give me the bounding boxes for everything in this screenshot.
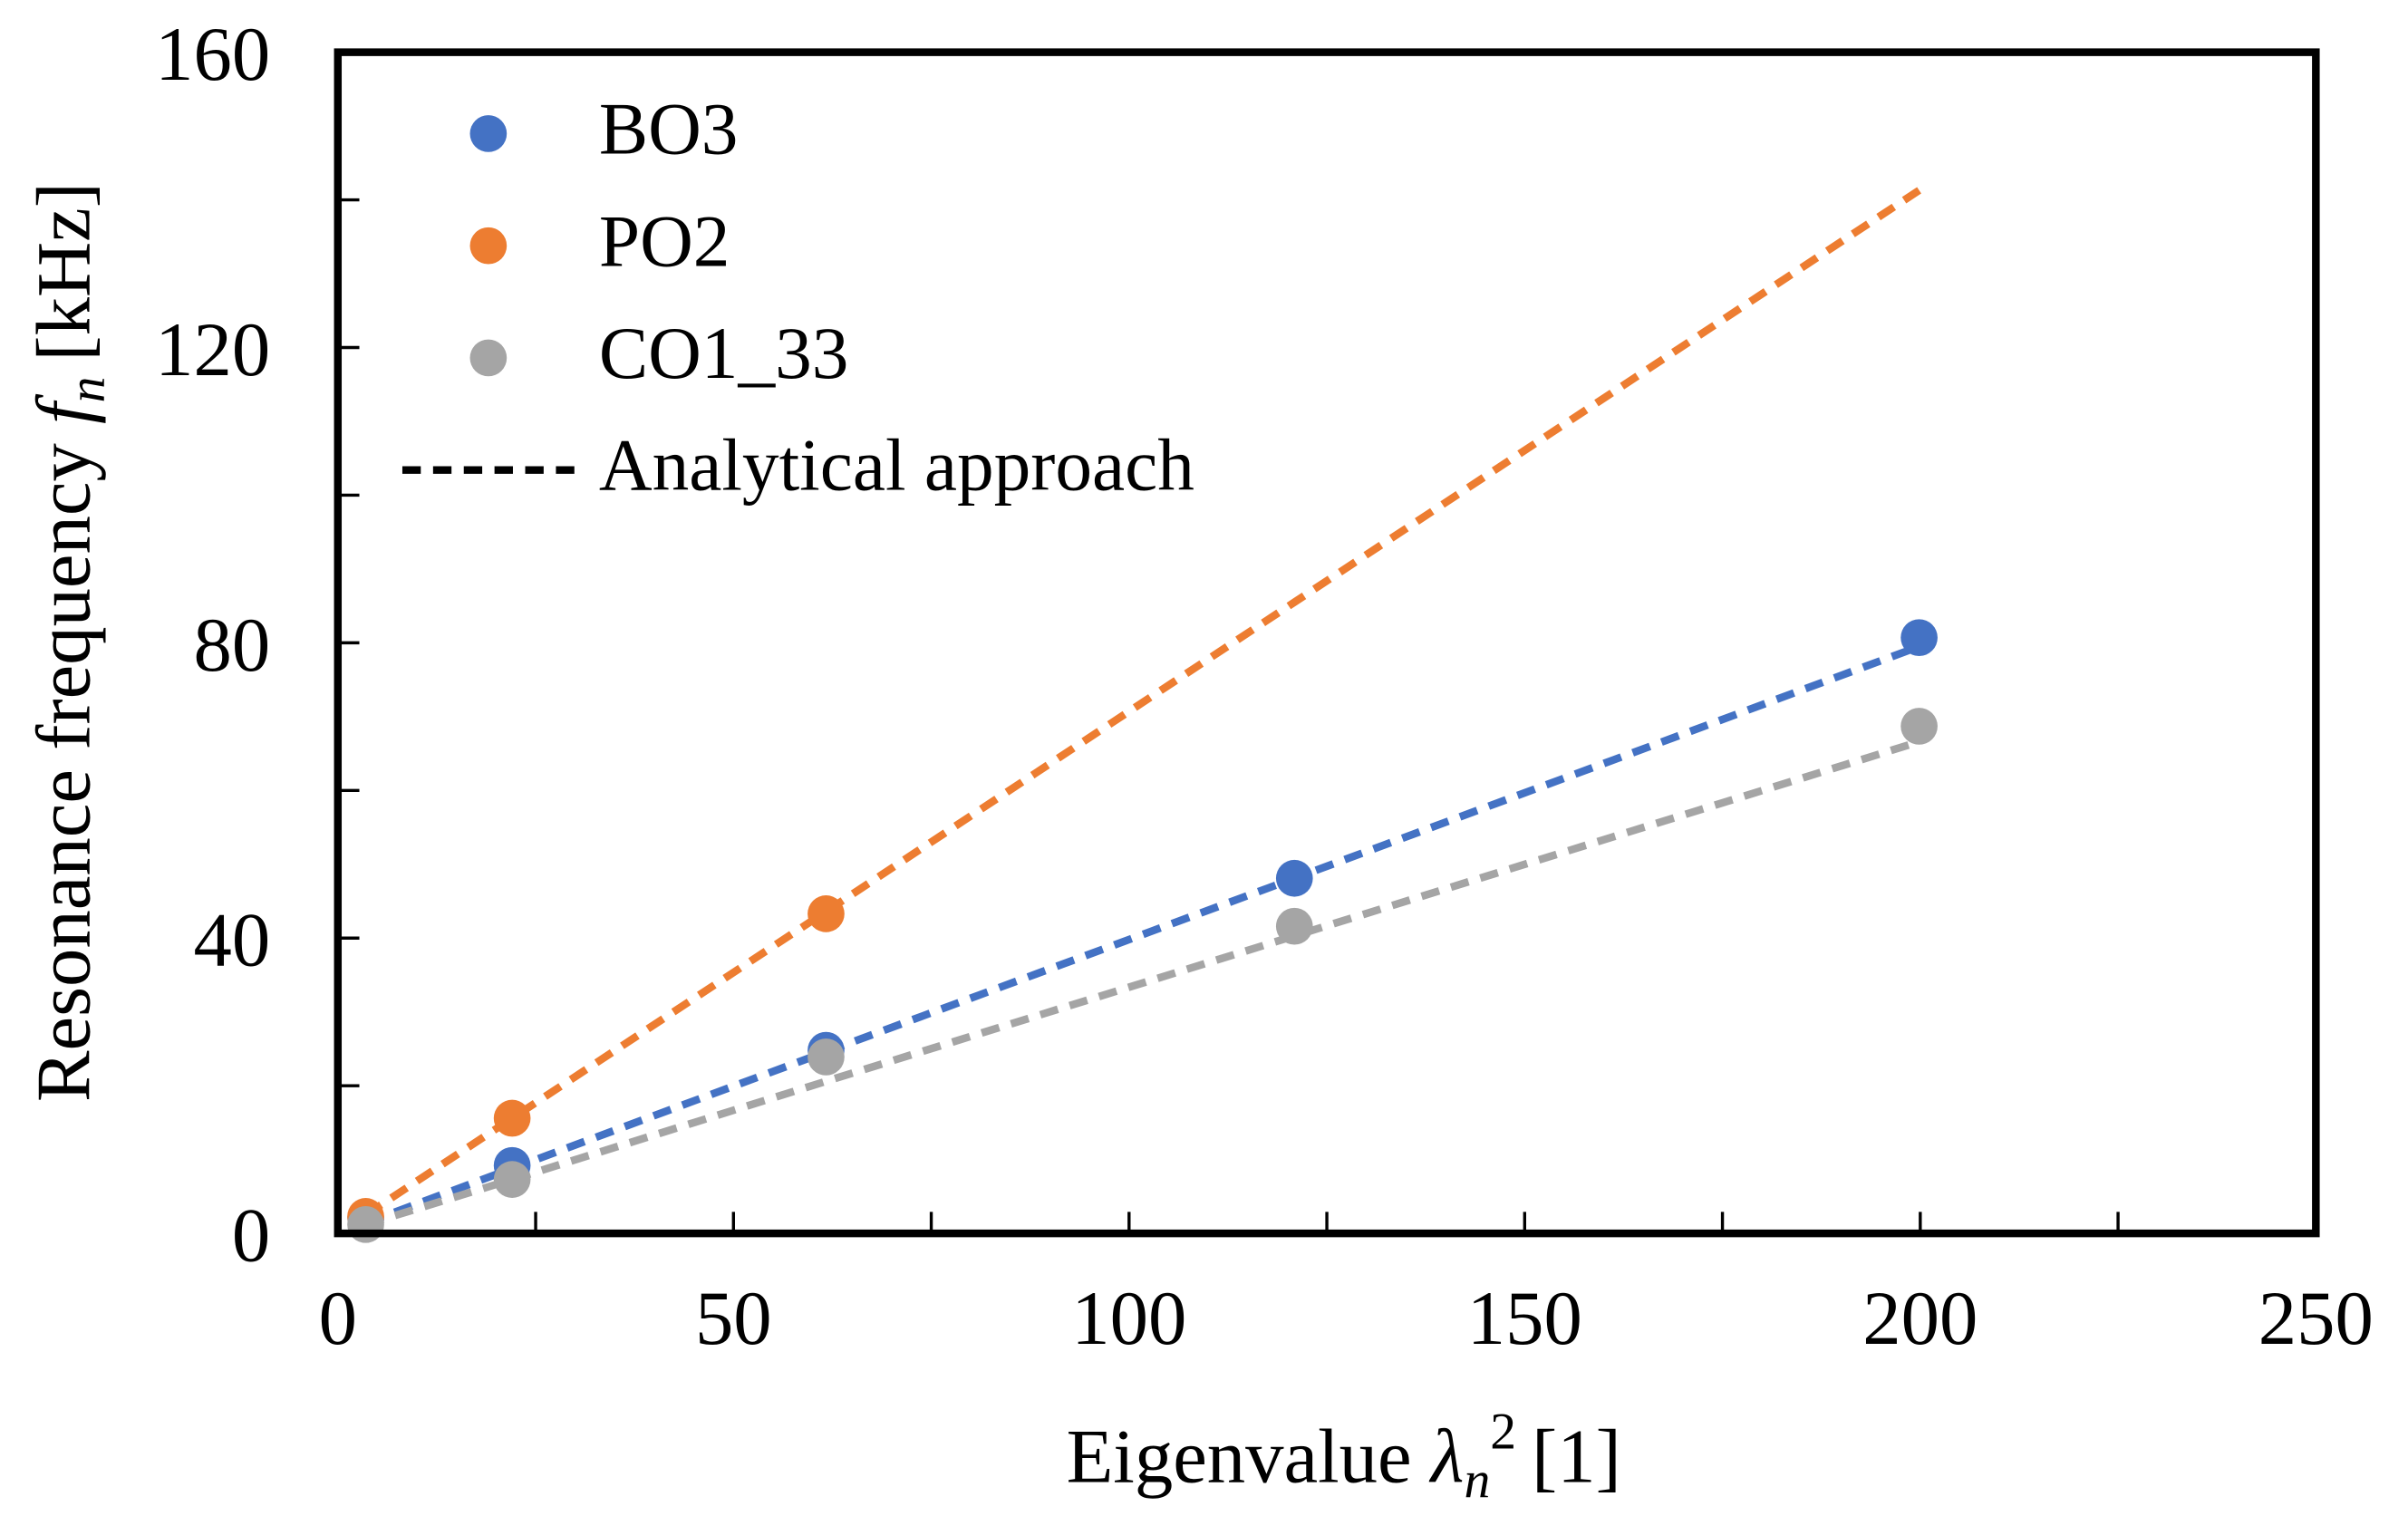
data-point — [1900, 708, 1938, 745]
legend-marker — [469, 227, 508, 265]
data-point — [493, 1099, 531, 1137]
y-label-unit: [kHz] — [21, 182, 106, 362]
y-label-subscript: n — [59, 377, 116, 403]
y-tick-label: 80 — [194, 603, 271, 688]
y-tick-label: 120 — [155, 307, 270, 392]
x-label-text: Eigenvalue — [1067, 1415, 1412, 1500]
legend-label: CO1_33 — [599, 313, 849, 394]
data-point — [493, 1161, 531, 1198]
y-axis-label: Resonance frequency fn[kHz] — [21, 182, 116, 1102]
legend-marker — [469, 115, 508, 152]
x-tick-label: 0 — [319, 1276, 357, 1361]
x-tick-label: 250 — [2258, 1276, 2374, 1361]
fit-line — [363, 187, 1921, 1219]
x-label-superscript: 2 — [1490, 1403, 1516, 1460]
x-label-symbol: λ — [1428, 1415, 1465, 1500]
x-tick-label: 50 — [695, 1276, 772, 1361]
y-label-text: Resonance frequency — [21, 442, 106, 1102]
data-point — [808, 895, 845, 932]
y-tick-label: 40 — [194, 898, 271, 983]
x-axis-label: Eigenvalue λn2 [1] — [1067, 1403, 1621, 1509]
legend-marker — [469, 339, 508, 377]
x-label-subscript: n — [1464, 1453, 1490, 1510]
x-tick-label: 100 — [1071, 1276, 1186, 1361]
y-tick-label: 160 — [155, 12, 270, 97]
data-point — [1275, 907, 1313, 945]
data-point — [1275, 859, 1313, 897]
x-tick-label: 200 — [1862, 1276, 1978, 1361]
legend-label: BO3 — [599, 89, 739, 170]
x-label-unit: [1] — [1532, 1415, 1621, 1500]
plot-frame — [334, 48, 2320, 1238]
data-point — [1900, 619, 1938, 657]
data-point — [347, 1205, 384, 1243]
x-tick-label: 150 — [1467, 1276, 1582, 1361]
fit-line — [364, 738, 1920, 1229]
legend-label: PO2 — [599, 200, 730, 282]
y-tick-label: 0 — [232, 1193, 270, 1279]
legend-label: Analytical approach — [599, 425, 1194, 507]
fit-line — [364, 642, 1921, 1227]
data-point — [808, 1038, 845, 1076]
